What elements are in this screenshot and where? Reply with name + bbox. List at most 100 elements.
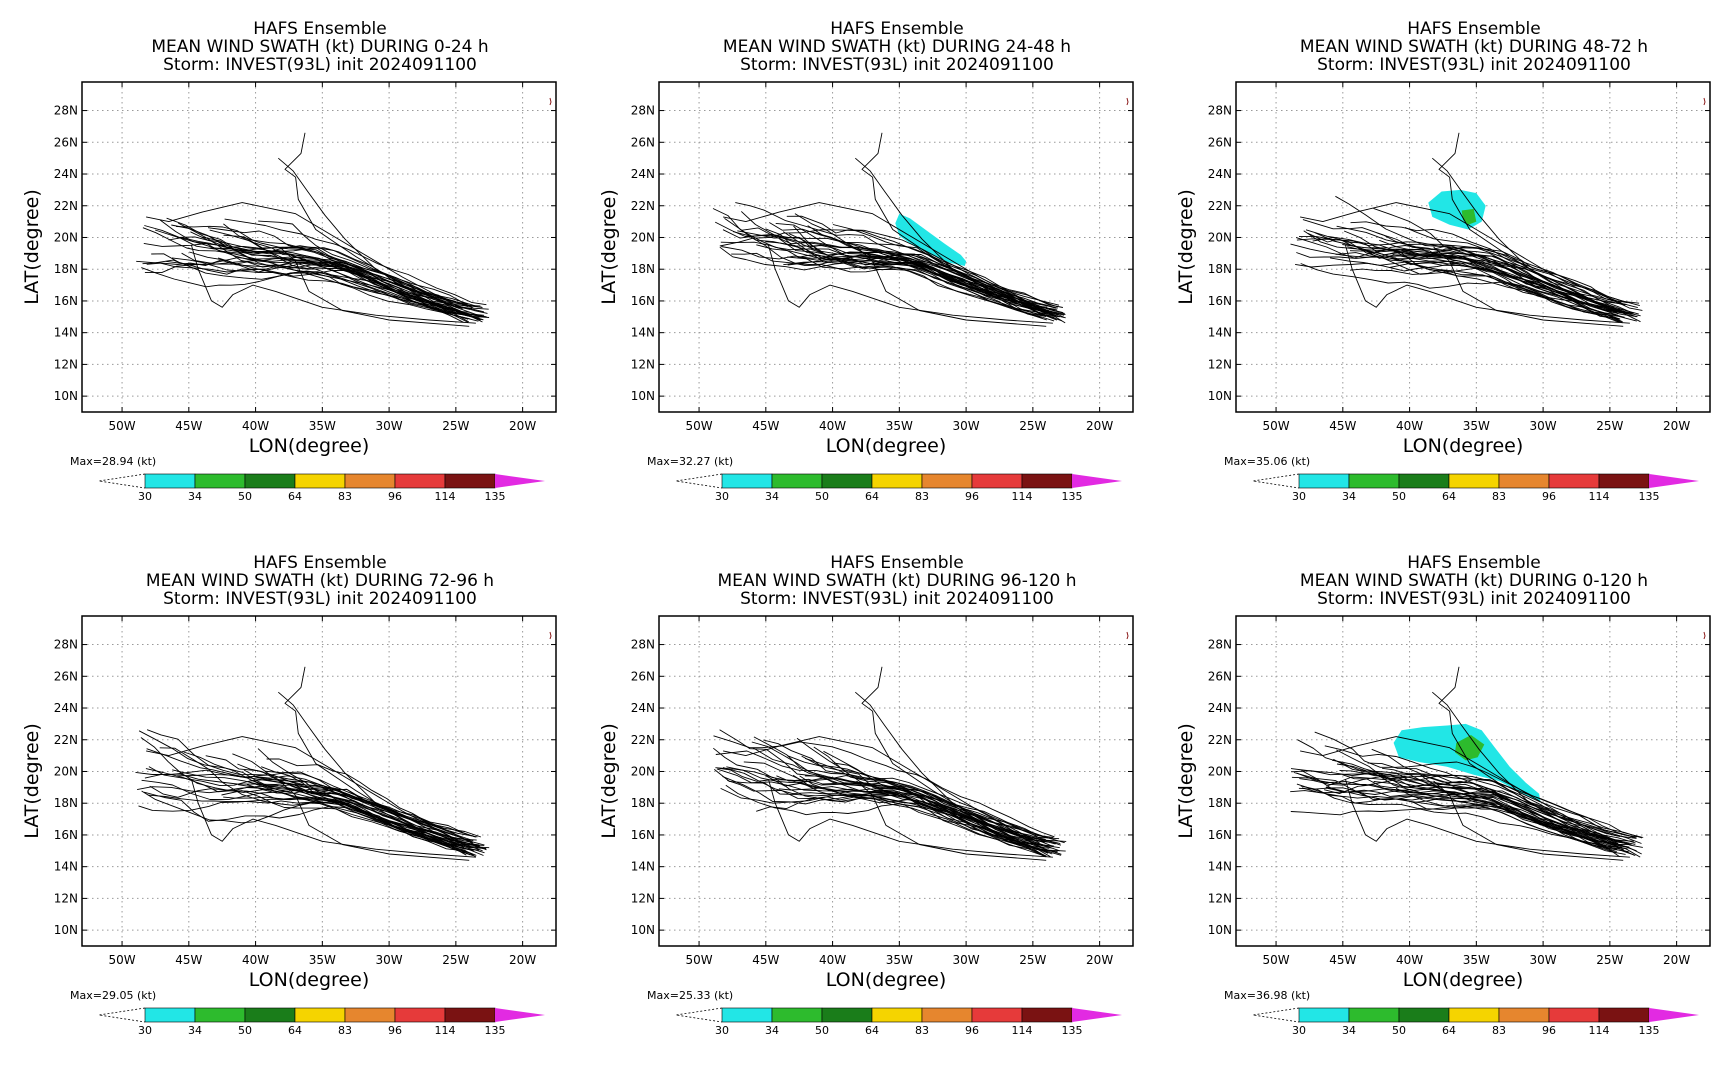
colorbar-segment	[1498, 473, 1550, 489]
storm-track	[183, 751, 474, 855]
colorbar-underflow-triangle	[1252, 473, 1300, 489]
x-axis-label: LON(degree)	[249, 435, 370, 457]
y-tick-label: 18N	[1208, 796, 1232, 810]
gridlines	[659, 616, 1133, 946]
storm-track	[1324, 745, 1626, 844]
storm-track	[756, 797, 1047, 857]
max-wind-label: Max=25.33 (kt)	[647, 989, 733, 1002]
y-tick-label: 28N	[54, 104, 78, 118]
storm-track	[254, 776, 471, 840]
storm-track	[207, 227, 488, 314]
colorbar-segment	[1598, 1007, 1650, 1023]
colorbar-label: 83	[338, 490, 352, 503]
y-tick-label: 28N	[1208, 638, 1232, 652]
colorbar-segment	[1598, 473, 1650, 489]
storm-track	[765, 775, 1066, 852]
y-tick-label: 16N	[54, 828, 78, 842]
swath-area-30-34	[895, 213, 967, 266]
colorbar-segment	[721, 473, 773, 489]
x-axis-label: LON(degree)	[1403, 435, 1524, 457]
storm-track	[713, 747, 1045, 849]
storm-track	[1303, 230, 1620, 320]
y-tick-label: 14N	[1208, 860, 1232, 874]
storm-track	[191, 779, 476, 858]
y-tick-label: 26N	[631, 669, 655, 683]
storm-track	[1433, 246, 1624, 327]
colorbar-underflow-triangle	[1252, 1007, 1300, 1023]
ensemble-tracks	[1290, 666, 1644, 861]
chart-title-line-2: MEAN WIND SWATH (kt) DURING 0-24 h	[151, 37, 488, 57]
x-tick-label: 40W	[819, 953, 846, 967]
storm-track	[1336, 763, 1638, 838]
x-tick-label: 40W	[242, 953, 269, 967]
max-wind-label: Max=29.05 (kt)	[70, 989, 156, 1002]
colorbar-label: 135	[1062, 490, 1083, 503]
colorbar-segment	[194, 1007, 246, 1023]
y-tick-label: 22N	[1208, 733, 1232, 747]
x-axis-label: LON(degree)	[1403, 969, 1524, 991]
x-tick-label: 35W	[886, 953, 913, 967]
storm-track	[1432, 157, 1619, 314]
x-tick-label: 20W	[1086, 419, 1113, 433]
corner-marker	[1126, 631, 1129, 640]
storm-track	[768, 245, 1053, 324]
y-tick-label: 18N	[54, 796, 78, 810]
x-tick-label: 40W	[1396, 419, 1423, 433]
max-wind-label: Max=32.27 (kt)	[647, 455, 733, 468]
colorbar-label: 50	[1392, 1024, 1406, 1037]
storm-track	[723, 202, 1040, 310]
storm-track	[147, 794, 467, 850]
colorbar-segment	[971, 473, 1023, 489]
x-tick-label: 30W	[376, 419, 403, 433]
storm-track	[209, 229, 482, 316]
x-tick-label: 25W	[1596, 419, 1623, 433]
max-wind-label: Max=36.98 (kt)	[1224, 989, 1310, 1002]
y-tick-label: 20N	[54, 230, 78, 244]
y-axis-label: LAT(degree)	[1175, 723, 1197, 839]
chart-title-line-1: HAFS Ensemble	[1407, 19, 1540, 39]
x-tick-label: 30W	[376, 953, 403, 967]
colorbar-underflow-triangle	[675, 1007, 723, 1023]
storm-track	[829, 237, 1058, 321]
map-panel-5: HAFS Ensemble MEAN WIND SWATH (kt) DURING…	[577, 534, 1154, 1068]
x-tick-label: 25W	[442, 419, 469, 433]
colorbar-label: 50	[238, 490, 252, 503]
storm-track	[719, 729, 1049, 839]
colorbar-label: 64	[865, 1024, 879, 1037]
storm-track	[279, 246, 470, 327]
y-tick-label: 14N	[1208, 326, 1232, 340]
y-tick-label: 16N	[631, 828, 655, 842]
y-axis-label: LAT(degree)	[598, 189, 620, 305]
storm-track	[861, 132, 1060, 318]
chart-title-line-1: HAFS Ensemble	[253, 553, 386, 573]
storm-track	[278, 157, 465, 314]
y-axis-label: LAT(degree)	[598, 723, 620, 839]
colorbar-label: 83	[915, 490, 929, 503]
y-tick-label: 28N	[54, 638, 78, 652]
colorbar-segment	[344, 1007, 396, 1023]
colorbar-segment	[244, 473, 296, 489]
colorbar-label: 34	[765, 490, 779, 503]
colorbar-label: 30	[138, 1024, 152, 1037]
colorbar-segment	[871, 1007, 923, 1023]
y-tick-label: 26N	[54, 669, 78, 683]
colorbar-label: 96	[1542, 490, 1556, 503]
gridlines	[82, 82, 556, 412]
storm-track	[787, 256, 1055, 322]
plot-frame	[1235, 81, 1711, 413]
storm-track	[1296, 252, 1621, 320]
max-wind-label: Max=35.06 (kt)	[1224, 455, 1310, 468]
colorbar-overflow-triangle	[1072, 474, 1122, 488]
y-tick-label: 20N	[1208, 230, 1232, 244]
colorbar-segment	[1348, 473, 1400, 489]
y-tick-label: 14N	[631, 326, 655, 340]
y-axis-label: LAT(degree)	[1175, 189, 1197, 305]
colorbar-segment	[194, 473, 246, 489]
colorbar-label: 114	[435, 490, 456, 503]
storm-track	[768, 779, 1053, 858]
storm-track	[794, 213, 1065, 316]
storm-track	[141, 790, 477, 858]
y-axis-label: LAT(degree)	[21, 723, 43, 839]
y-tick-label: 14N	[631, 860, 655, 874]
x-tick-label: 30W	[953, 419, 980, 433]
